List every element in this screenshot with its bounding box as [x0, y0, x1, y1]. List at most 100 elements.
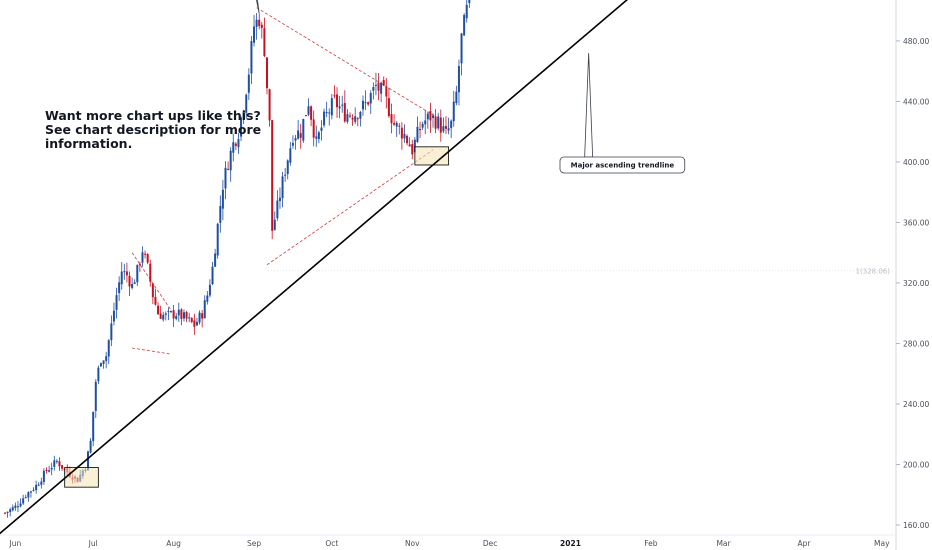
promo-text: Want more chart ups like this? See chart… — [45, 109, 275, 151]
candle-body — [385, 86, 388, 97]
price-tick-label: 280.00 — [903, 339, 929, 348]
candle-body — [219, 206, 222, 223]
candle-body — [439, 117, 442, 133]
candle-body — [289, 148, 292, 163]
candle-body — [276, 200, 279, 219]
pattern-line — [131, 252, 172, 311]
candle-body — [22, 498, 25, 504]
candle-body — [193, 320, 196, 327]
candle-body — [304, 115, 307, 117]
time-tick-label: Feb — [644, 539, 658, 548]
time-tick-label: Oct — [325, 539, 338, 548]
trend-lines — [0, 0, 629, 535]
price-tick-label: 440.00 — [903, 97, 929, 106]
candle-body — [123, 271, 126, 273]
candle-body — [128, 275, 131, 287]
candle-body — [432, 115, 435, 118]
candle-body — [180, 309, 183, 319]
candle-body — [457, 66, 460, 93]
candle-body — [356, 118, 359, 120]
candle-body — [146, 254, 149, 263]
pattern-line — [132, 347, 172, 355]
candle-body — [390, 114, 393, 124]
support-boxes — [64, 146, 450, 488]
candle-body — [157, 305, 160, 315]
candle-body — [195, 321, 198, 326]
candle-body — [387, 98, 390, 117]
candle-body — [346, 114, 349, 122]
candle-body — [203, 300, 206, 319]
candle-body — [377, 82, 380, 91]
candle-body — [234, 143, 237, 146]
candle-body — [245, 94, 248, 113]
candle-body — [455, 91, 458, 104]
candle-body — [227, 168, 230, 170]
candle-body — [260, 24, 263, 28]
candle-body — [320, 127, 323, 131]
support-zone-box — [64, 467, 99, 488]
price-tick-label: 320.00 — [903, 279, 929, 288]
candle-body — [364, 102, 367, 104]
candle-body — [48, 470, 51, 472]
candle-body — [162, 314, 165, 320]
candles — [4, 0, 471, 518]
candle-body — [328, 112, 331, 114]
candle-body — [136, 264, 139, 283]
time-tick-label: Apr — [797, 539, 811, 548]
candle-body — [141, 252, 144, 263]
chart-patterns — [131, 7, 436, 355]
candle-body — [372, 87, 375, 91]
candle-body — [110, 323, 113, 341]
candle-body — [281, 176, 284, 199]
candle-body — [398, 125, 401, 127]
candle-body — [224, 167, 227, 189]
candle-body — [188, 317, 191, 319]
candle-body — [294, 138, 297, 141]
candle-body — [302, 118, 305, 141]
candle-body — [325, 112, 328, 114]
candle-body — [190, 317, 193, 323]
candle-body — [315, 136, 318, 139]
candle-body — [247, 74, 250, 93]
candle-body — [333, 95, 336, 97]
candle-body — [426, 113, 429, 120]
candle-body — [112, 310, 115, 322]
candle-body — [107, 340, 110, 357]
price-tick-label: 360.00 — [903, 218, 929, 227]
candle-body — [271, 120, 274, 231]
candle-body — [221, 189, 224, 209]
candle-body — [297, 130, 300, 139]
candle-body — [250, 41, 253, 74]
candle-body — [125, 271, 128, 276]
time-tick-label: Aug — [166, 539, 181, 548]
price-tick-label: 240.00 — [903, 400, 929, 409]
candle-body — [175, 315, 178, 319]
callout-box — [559, 156, 686, 174]
candle-body — [437, 116, 440, 129]
time-tick-label: Mar — [716, 539, 731, 548]
candle-body — [312, 119, 315, 138]
candle-body — [382, 79, 385, 86]
candle-body — [19, 503, 22, 507]
candle-body — [50, 467, 53, 470]
candle-body — [278, 197, 281, 202]
candle-body — [27, 492, 30, 498]
horizontal-levels: (899.87)0.618(546.50)1(328.06) — [268, 267, 893, 275]
time-tick-label: Nov — [405, 539, 420, 548]
candle-body — [216, 223, 219, 256]
candle-body — [198, 312, 201, 323]
candle-body — [411, 144, 414, 155]
candle-body — [32, 489, 35, 491]
candle-body — [45, 469, 48, 472]
candle-body — [291, 143, 294, 146]
candle-body — [37, 484, 40, 486]
candle-body — [55, 461, 58, 463]
candle-body — [61, 465, 64, 469]
candle-body — [242, 111, 245, 120]
candle-body — [268, 89, 271, 121]
candle-body — [284, 174, 287, 176]
candle-body — [89, 440, 92, 453]
candle-body — [154, 296, 157, 305]
candle-body — [159, 313, 162, 319]
